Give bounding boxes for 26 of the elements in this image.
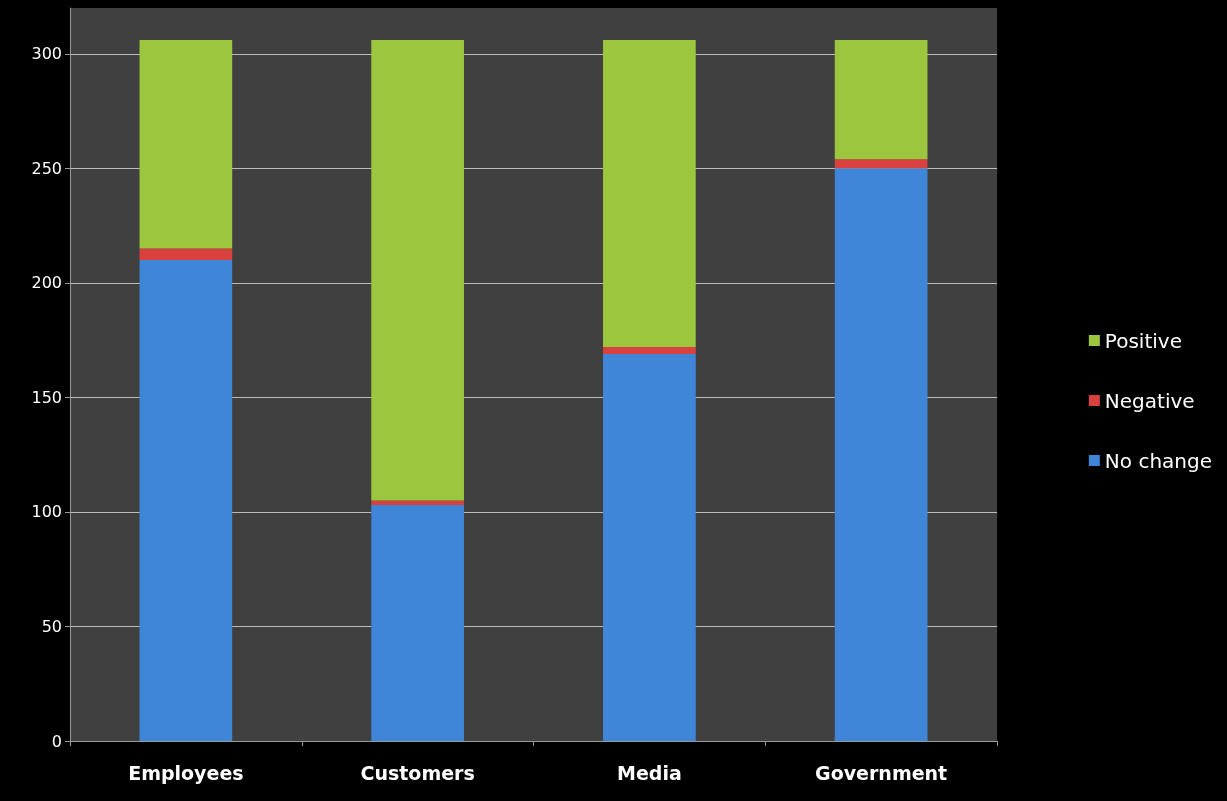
bar xyxy=(371,500,464,506)
y-tick-label: 200 xyxy=(31,273,62,293)
x-tick-label: Government xyxy=(815,761,948,784)
bar xyxy=(139,259,233,741)
bar xyxy=(834,168,928,741)
y-tick-label: 0 xyxy=(51,731,62,751)
bar xyxy=(603,40,696,348)
legend-label: Negative xyxy=(1104,388,1195,413)
legend-label: No change xyxy=(1104,448,1213,473)
y-tick-label: 300 xyxy=(31,44,62,64)
bar xyxy=(603,353,696,741)
y-tick-label: 50 xyxy=(41,616,62,636)
bar xyxy=(371,505,464,741)
x-tick-label: Employees xyxy=(128,761,244,784)
x-tick-label: Media xyxy=(617,761,682,784)
legend-label: Positive xyxy=(1104,328,1182,353)
x-tick-label: Customers xyxy=(360,761,475,784)
y-tick-label: 100 xyxy=(31,502,62,522)
bar xyxy=(603,347,696,354)
y-tick-label: 250 xyxy=(31,158,62,178)
y-tick-label: 150 xyxy=(31,387,62,407)
bar xyxy=(834,40,928,160)
bar xyxy=(139,40,233,249)
bar xyxy=(371,40,464,501)
bar xyxy=(834,159,928,169)
bar xyxy=(139,248,233,260)
